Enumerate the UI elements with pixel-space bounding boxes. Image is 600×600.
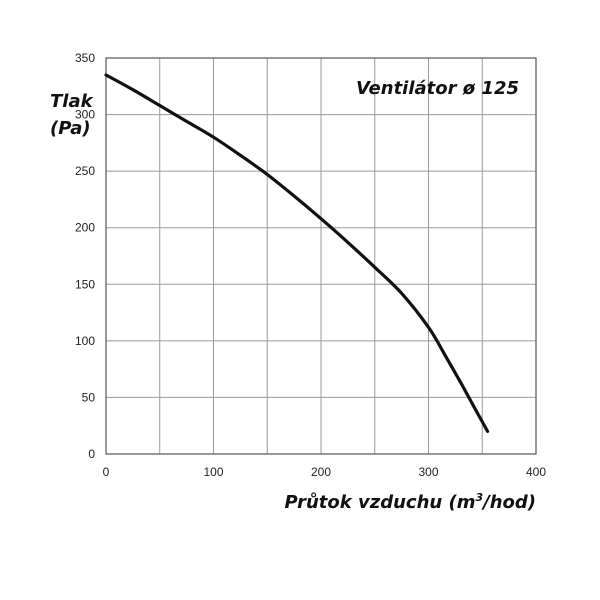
y-tick-label-300: 300 bbox=[75, 108, 95, 122]
y-axis-label-line1: Tlak bbox=[50, 91, 94, 112]
x-axis-ticks: 0 100 200 300 400 bbox=[103, 465, 547, 479]
x-tick-label-300: 300 bbox=[418, 465, 438, 479]
plot-frame bbox=[105, 57, 537, 455]
y-tick-label-150: 150 bbox=[75, 277, 95, 291]
y-axis-label-line2: (Pa) bbox=[50, 118, 91, 139]
y-axis-ticks: 0 50 100 150 200 250 300 350 bbox=[75, 51, 95, 461]
x-tick-label-0: 0 bbox=[103, 465, 110, 479]
y-tick-label-0: 0 bbox=[88, 447, 95, 461]
x-tick-label-200: 200 bbox=[311, 465, 331, 479]
y-tick-label-100: 100 bbox=[75, 334, 95, 348]
y-tick-label-250: 250 bbox=[75, 164, 95, 178]
chart-title: Ventilátor ø 125 bbox=[356, 78, 519, 99]
x-axis-label-suffix: /hod) bbox=[481, 492, 536, 513]
x-tick-label-400: 400 bbox=[526, 465, 546, 479]
x-axis-label-prefix: Průtok vzduchu (m bbox=[284, 492, 475, 513]
y-tick-label-200: 200 bbox=[75, 221, 95, 235]
x-tick-label-100: 100 bbox=[203, 465, 223, 479]
x-axis-label: Průtok vzduchu (m3/hod) bbox=[284, 491, 536, 513]
y-tick-label-50: 50 bbox=[82, 390, 96, 404]
pressure-flow-curve bbox=[104, 73, 490, 433]
grid-lines bbox=[105, 57, 537, 455]
y-tick-label-350: 350 bbox=[75, 51, 95, 65]
x-axis-label-superscript: 3 bbox=[475, 491, 483, 504]
